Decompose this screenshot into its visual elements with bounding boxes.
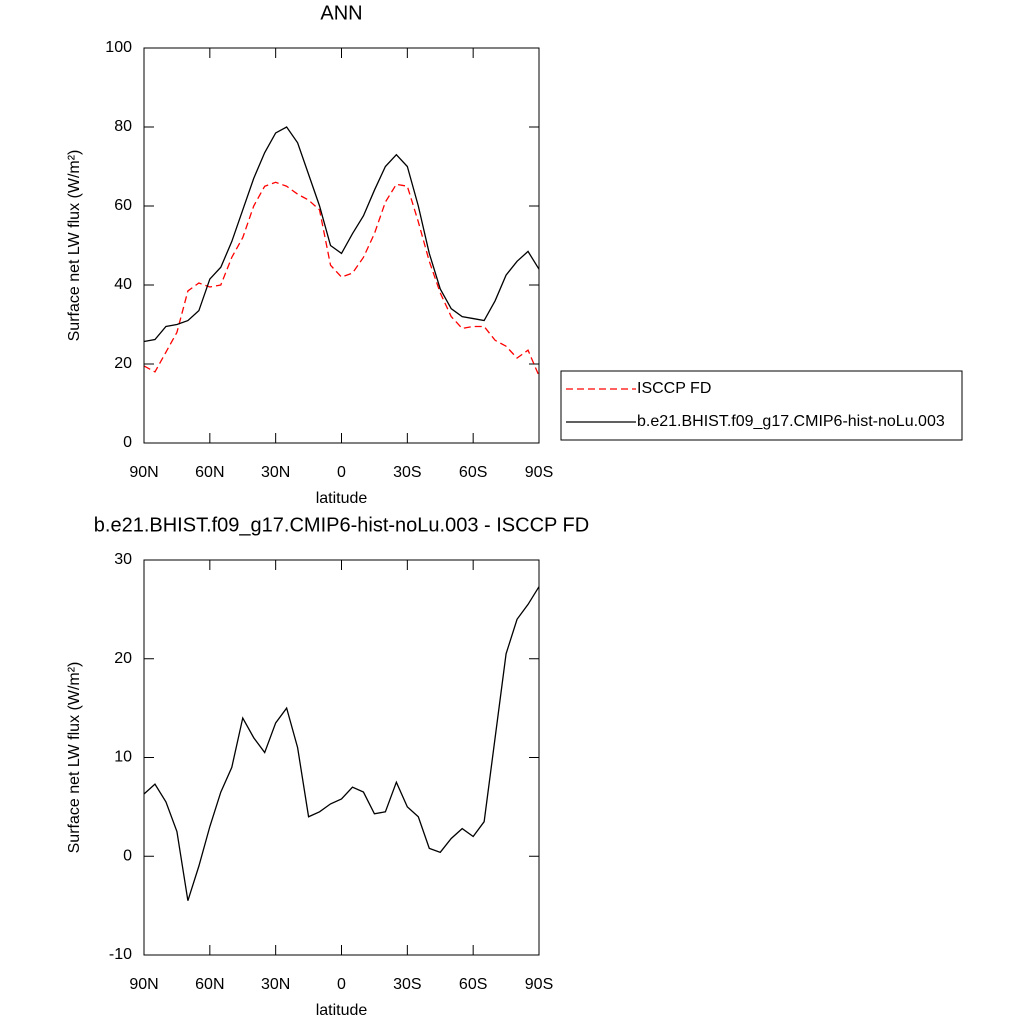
y-tick-label: 0 <box>123 847 132 864</box>
legend-label: b.e21.BHIST.f09_g17.CMIP6-hist-noLu.003 <box>637 413 945 430</box>
x-tick-label: 90S <box>525 464 553 481</box>
y-tick-label: 20 <box>114 650 132 667</box>
y-tick-label: 0 <box>123 434 132 451</box>
y-tick-label: 20 <box>114 355 132 372</box>
x-tick-label: 90N <box>129 976 158 993</box>
y-tick-label: -10 <box>109 946 132 963</box>
y-tick-label: 80 <box>114 118 132 135</box>
plot-frame <box>143 47 540 444</box>
x-tick-label: 30S <box>393 976 421 993</box>
y-tick-label: 40 <box>114 276 132 293</box>
x-axis-label: latitude <box>316 1002 368 1019</box>
data-line <box>143 586 540 901</box>
y-tick-label: 30 <box>114 551 132 568</box>
plot-frame <box>143 559 540 956</box>
x-tick-label: 0 <box>337 976 346 993</box>
data-line <box>143 181 540 377</box>
y-tick-label: 10 <box>114 749 132 766</box>
x-tick-label: 30N <box>261 976 290 993</box>
x-tick-label: 30N <box>261 464 290 481</box>
x-axis-label: latitude <box>316 490 368 507</box>
chart-title: ANN <box>320 2 362 24</box>
chart-title: b.e21.BHIST.f09_g17.CMIP6-hist-noLu.003 … <box>94 514 589 536</box>
y-tick-label: 60 <box>114 197 132 214</box>
x-tick-label: 0 <box>337 464 346 481</box>
x-tick-label: 30S <box>393 464 421 481</box>
legend-label: ISCCP FD <box>637 380 711 397</box>
x-tick-label: 60S <box>459 976 487 993</box>
x-tick-label: 60N <box>195 976 224 993</box>
x-tick-label: 60S <box>459 464 487 481</box>
x-tick-label: 90S <box>525 976 553 993</box>
y-tick-label: 100 <box>105 39 132 56</box>
x-tick-label: 60N <box>195 464 224 481</box>
y-axis-label: Surface net LW flux (W/m²) <box>66 662 83 854</box>
data-line <box>143 126 540 343</box>
y-axis-label: Surface net LW flux (W/m²) <box>66 150 83 342</box>
x-tick-label: 90N <box>129 464 158 481</box>
legend-box <box>560 370 963 441</box>
